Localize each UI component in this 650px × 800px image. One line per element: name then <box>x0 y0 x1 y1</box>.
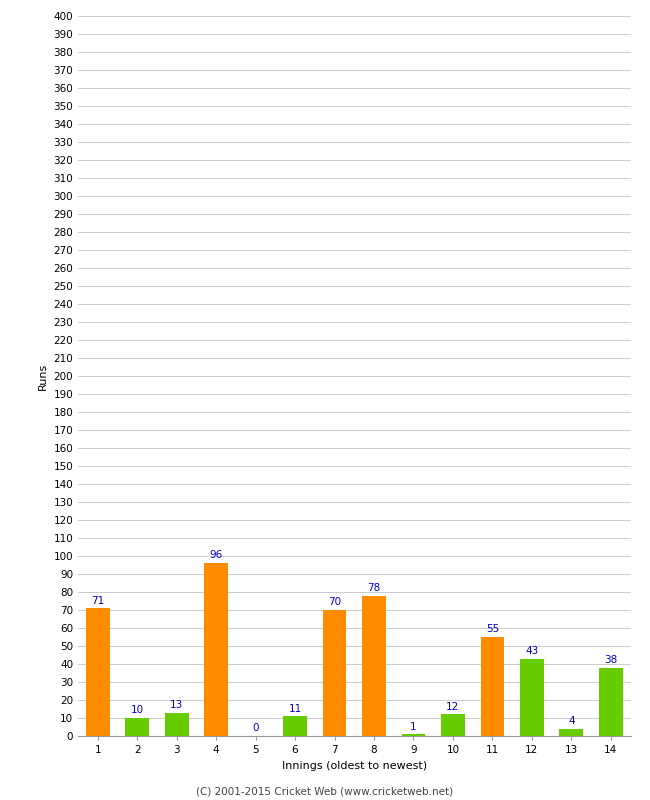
Bar <box>480 637 504 736</box>
Text: 70: 70 <box>328 598 341 607</box>
Text: 71: 71 <box>91 595 105 606</box>
Bar <box>362 595 386 736</box>
Text: 12: 12 <box>447 702 460 712</box>
Text: 1: 1 <box>410 722 417 731</box>
Text: 4: 4 <box>568 716 575 726</box>
Text: 78: 78 <box>367 583 381 593</box>
Bar <box>165 713 188 736</box>
Text: 13: 13 <box>170 700 183 710</box>
Text: 43: 43 <box>525 646 538 656</box>
Text: 0: 0 <box>252 723 259 734</box>
Bar <box>599 667 623 736</box>
Bar <box>560 729 583 736</box>
Text: 10: 10 <box>131 706 144 715</box>
Bar <box>204 563 228 736</box>
Text: (C) 2001-2015 Cricket Web (www.cricketweb.net): (C) 2001-2015 Cricket Web (www.cricketwe… <box>196 786 454 796</box>
Bar <box>520 658 543 736</box>
Text: 38: 38 <box>604 655 618 665</box>
X-axis label: Innings (oldest to newest): Innings (oldest to newest) <box>281 761 427 770</box>
Bar <box>322 610 346 736</box>
Bar <box>441 714 465 736</box>
Text: 11: 11 <box>289 703 302 714</box>
Bar <box>402 734 425 736</box>
Text: 55: 55 <box>486 624 499 634</box>
Y-axis label: Runs: Runs <box>38 362 48 390</box>
Bar <box>86 608 110 736</box>
Bar <box>283 716 307 736</box>
Bar <box>125 718 149 736</box>
Text: 96: 96 <box>209 550 223 561</box>
